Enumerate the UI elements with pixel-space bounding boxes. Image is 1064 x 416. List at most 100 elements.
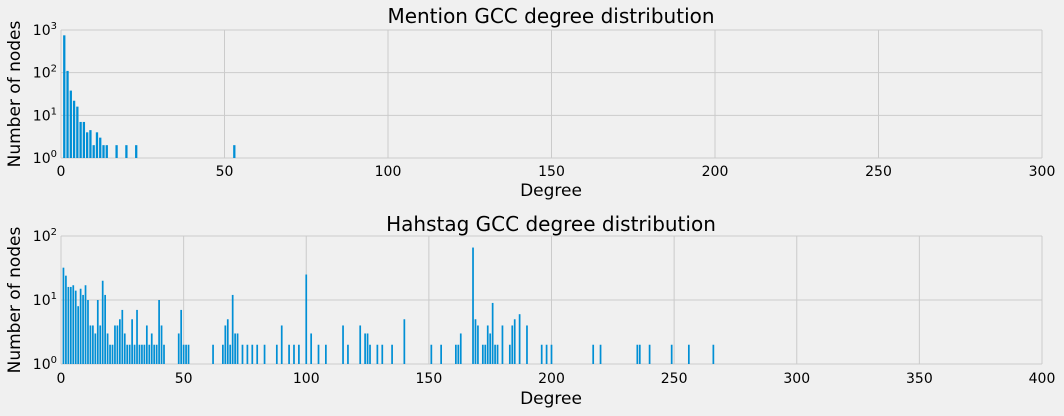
bar xyxy=(222,344,224,364)
gridlines xyxy=(60,29,1043,159)
bar xyxy=(403,319,406,364)
x-tick-label: 300 xyxy=(783,371,810,387)
bar xyxy=(231,294,234,364)
bar xyxy=(636,344,639,364)
bar xyxy=(180,309,183,364)
bar xyxy=(67,286,70,364)
x-tick-label: 350 xyxy=(906,371,933,387)
bar xyxy=(99,137,102,158)
bar xyxy=(69,286,72,364)
bar xyxy=(92,145,95,158)
bar xyxy=(229,344,232,364)
bar xyxy=(472,247,474,364)
bar xyxy=(233,145,236,158)
bar xyxy=(325,344,327,364)
x-tick-label: 150 xyxy=(416,371,443,387)
bar xyxy=(457,344,460,364)
bar xyxy=(526,325,528,364)
bar xyxy=(69,90,72,158)
bar xyxy=(82,294,84,364)
bar xyxy=(670,344,673,364)
bar xyxy=(317,344,320,364)
bar xyxy=(545,344,548,364)
bar xyxy=(101,280,104,364)
y-axis-label: Number of nodes xyxy=(5,226,25,373)
bar xyxy=(251,344,254,364)
bar xyxy=(133,344,136,364)
bar xyxy=(494,344,496,364)
bar xyxy=(256,344,259,364)
y-tick-labels: 100 101 102 xyxy=(33,227,57,373)
y-tick-label: 102 xyxy=(33,64,57,82)
bar xyxy=(72,285,75,364)
bar xyxy=(440,344,442,364)
x-tick-label: 150 xyxy=(538,164,565,180)
bar xyxy=(648,344,651,364)
bar xyxy=(104,294,107,364)
bar xyxy=(145,325,148,364)
x-tick-label: 50 xyxy=(175,371,193,387)
y-axis-label: Number of nodes xyxy=(5,20,25,167)
x-tick-label: 100 xyxy=(375,164,402,180)
bar xyxy=(119,319,121,364)
bar xyxy=(138,344,141,364)
bar xyxy=(298,344,300,364)
bar xyxy=(128,344,131,364)
bar xyxy=(347,344,349,364)
bar xyxy=(496,344,499,364)
mention-degree-chart: Mention GCC degree distribution 0 50 100 15… xyxy=(5,4,1055,201)
bar xyxy=(364,333,366,364)
bar xyxy=(288,344,290,364)
bar xyxy=(712,344,715,364)
bar xyxy=(160,325,163,364)
bar xyxy=(126,344,129,364)
bar xyxy=(477,325,479,364)
bar xyxy=(687,344,690,364)
bar xyxy=(459,333,462,364)
bar xyxy=(102,145,105,158)
bar xyxy=(484,344,487,364)
chart-title: Mention GCC degree distribution xyxy=(387,4,714,28)
x-tick-labels: 0 50 100 150 200 250 300 xyxy=(57,164,1056,180)
bar xyxy=(123,333,126,364)
bar xyxy=(65,275,67,364)
bar xyxy=(501,325,504,364)
x-tick-label: 250 xyxy=(865,164,892,180)
hashtag-degree-chart: Hahstag GCC degree distribution 0 50 100 15… xyxy=(5,212,1055,409)
bar xyxy=(79,121,82,158)
bar xyxy=(177,333,180,364)
bar xyxy=(310,333,313,364)
bar xyxy=(486,325,489,364)
bar xyxy=(135,145,138,158)
bar xyxy=(511,325,514,364)
bar xyxy=(280,325,283,364)
bar xyxy=(136,309,138,364)
x-axis-label: Degree xyxy=(520,181,582,201)
bar xyxy=(89,325,92,364)
bar xyxy=(226,319,229,364)
bar xyxy=(94,333,97,364)
bar xyxy=(513,319,516,364)
x-tick-label: 100 xyxy=(293,371,320,387)
bar xyxy=(82,121,86,158)
bar xyxy=(131,319,133,364)
bar xyxy=(391,344,393,364)
x-tick-labels: 0 50 100 150 200 250 300 350 400 xyxy=(57,371,1056,387)
bar xyxy=(86,132,89,158)
bar xyxy=(87,300,89,364)
bar xyxy=(109,344,111,364)
bar xyxy=(72,100,76,158)
x-tick-label: 200 xyxy=(538,371,565,387)
x-tick-label: 300 xyxy=(1029,164,1056,180)
bar xyxy=(150,333,153,364)
bar xyxy=(96,300,99,364)
x-tick-label: 0 xyxy=(57,371,66,387)
bar xyxy=(293,344,295,364)
bar xyxy=(95,132,99,158)
x-tick-label: 200 xyxy=(702,164,729,180)
bar xyxy=(66,70,69,158)
bar xyxy=(185,344,187,364)
bar xyxy=(454,344,457,364)
bar xyxy=(106,333,109,364)
bar xyxy=(79,288,82,364)
